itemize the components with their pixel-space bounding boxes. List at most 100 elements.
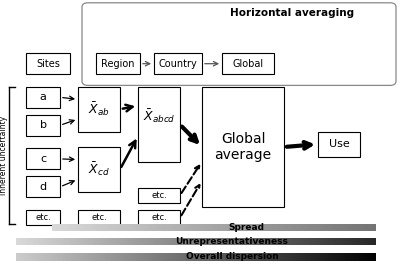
Bar (347, 253, 348, 261)
Bar (103, 224, 104, 231)
Bar (52, 253, 53, 261)
Bar (245, 238, 246, 245)
Bar (83, 238, 84, 245)
Bar (254, 253, 255, 261)
Bar (78, 238, 80, 245)
Bar (350, 224, 351, 231)
Bar (28, 238, 29, 245)
Text: Inherent uncertainty: Inherent uncertainty (0, 116, 8, 195)
Bar (42, 253, 44, 261)
Bar (213, 238, 214, 245)
Bar (77, 238, 78, 245)
Bar (365, 224, 366, 231)
Bar (241, 224, 242, 231)
Bar (160, 253, 161, 261)
Bar (131, 253, 132, 261)
Bar (214, 224, 215, 231)
Bar (232, 253, 233, 261)
Bar (215, 253, 216, 261)
Bar (102, 238, 104, 245)
Bar (299, 224, 300, 231)
Bar (143, 224, 144, 231)
Bar (272, 253, 273, 261)
Bar (119, 253, 120, 261)
Bar (105, 253, 106, 261)
Bar (190, 253, 191, 261)
Bar (256, 253, 257, 261)
Bar (248, 253, 249, 261)
Bar (166, 224, 168, 231)
Bar (373, 224, 374, 231)
Bar (186, 238, 188, 245)
Bar (107, 253, 108, 261)
Bar (316, 253, 317, 261)
Bar (122, 253, 123, 261)
Bar (300, 224, 302, 231)
Bar (195, 238, 196, 245)
Bar (212, 224, 213, 231)
Bar (353, 253, 354, 261)
Bar (191, 224, 192, 231)
Bar (179, 253, 180, 261)
Bar (294, 224, 295, 231)
Bar (171, 224, 172, 231)
Bar (316, 238, 317, 245)
Bar (216, 253, 218, 261)
Bar (125, 238, 126, 245)
Bar (245, 224, 246, 231)
Bar (79, 224, 80, 231)
Bar (274, 224, 276, 231)
Bar (269, 238, 270, 245)
Bar (36, 238, 38, 245)
Bar (227, 253, 228, 261)
Bar (144, 224, 145, 231)
Bar (162, 253, 164, 261)
Bar (320, 253, 321, 261)
Bar (84, 224, 86, 231)
Text: Overall dispersion: Overall dispersion (186, 252, 278, 261)
Bar (260, 253, 261, 261)
Bar (96, 238, 98, 245)
Bar (326, 238, 327, 245)
Bar (219, 253, 220, 261)
Bar (215, 238, 216, 245)
Bar (101, 238, 102, 245)
Bar (352, 238, 353, 245)
Bar (120, 238, 122, 245)
Bar (88, 224, 89, 231)
Bar (352, 253, 353, 261)
Bar (202, 224, 203, 231)
Bar (40, 253, 41, 261)
Bar (267, 224, 268, 231)
Bar (65, 253, 66, 261)
Bar (248, 238, 249, 245)
Bar (348, 253, 350, 261)
Bar (311, 224, 312, 231)
Bar (156, 224, 157, 231)
Bar (146, 224, 147, 231)
Bar (267, 253, 268, 261)
Bar (90, 224, 91, 231)
Bar (252, 253, 254, 261)
Bar (144, 238, 146, 245)
Bar (142, 224, 143, 231)
Text: Horizontal averaging: Horizontal averaging (230, 8, 354, 18)
Bar (328, 238, 329, 245)
Bar (58, 238, 59, 245)
Bar (318, 238, 320, 245)
Bar (126, 238, 128, 245)
Bar (179, 238, 180, 245)
Bar (363, 253, 364, 261)
Bar (238, 253, 239, 261)
Bar (353, 238, 354, 245)
Bar (70, 238, 71, 245)
Bar (125, 253, 126, 261)
Bar (54, 253, 56, 261)
Bar (370, 253, 371, 261)
Bar (24, 253, 26, 261)
Bar (129, 238, 130, 245)
Bar (294, 253, 296, 261)
Text: $\bar{X}_{cd}$: $\bar{X}_{cd}$ (88, 161, 110, 178)
Bar (347, 238, 348, 245)
Bar (249, 238, 250, 245)
